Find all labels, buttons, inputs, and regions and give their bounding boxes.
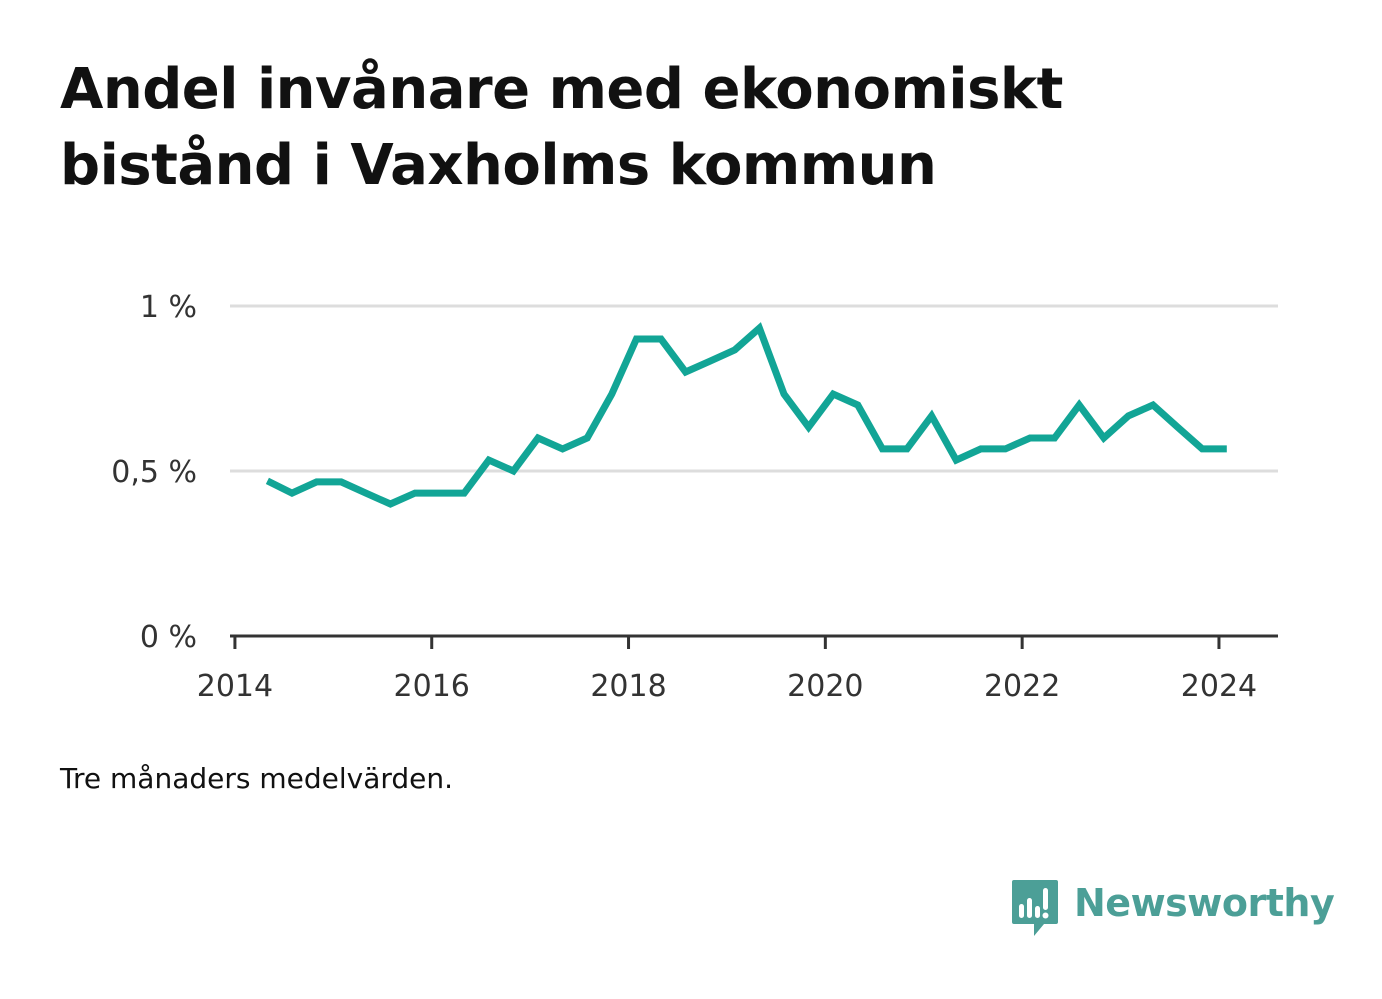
x-tick-label: 2024: [1181, 669, 1257, 704]
series: [265, 322, 1227, 508]
chart-title-line-2: bistånd i Vaxholms kommun: [60, 133, 937, 198]
y-tick-label: 0,5 %: [111, 455, 197, 490]
x-tick-label: 2014: [197, 669, 273, 704]
newsworthy-logo-icon: [1012, 880, 1058, 936]
x-tick-label: 2020: [787, 669, 863, 704]
tick-labels: 0 % 0,5 % 1 % 2014 2016 2018 2020 2022 2024: [111, 290, 1257, 704]
x-tick-label: 2016: [394, 669, 470, 704]
chart-note: Tre månaders medelvärden.: [60, 762, 454, 795]
axes: [230, 634, 1278, 649]
brand-logo: Newsworthy: [1010, 878, 1335, 942]
x-tick-label: 2018: [590, 669, 666, 704]
y-tick-label: 1 %: [140, 290, 197, 325]
x-tick-label: 2022: [984, 669, 1060, 704]
line-chart: 0 % 0,5 % 1 % 2014 2016 2018 2020 2022 2024: [111, 290, 1278, 704]
grid-lines: [230, 304, 1278, 473]
brand-name: Newsworthy: [1074, 881, 1335, 925]
y-tick-label: 0 %: [140, 620, 197, 655]
chart-title-line-1: Andel invånare med ekonomiskt: [60, 57, 1063, 122]
series-line: [265, 322, 1227, 508]
chart-title: Andel invånare med ekonomiskt bistånd i …: [60, 52, 1320, 204]
